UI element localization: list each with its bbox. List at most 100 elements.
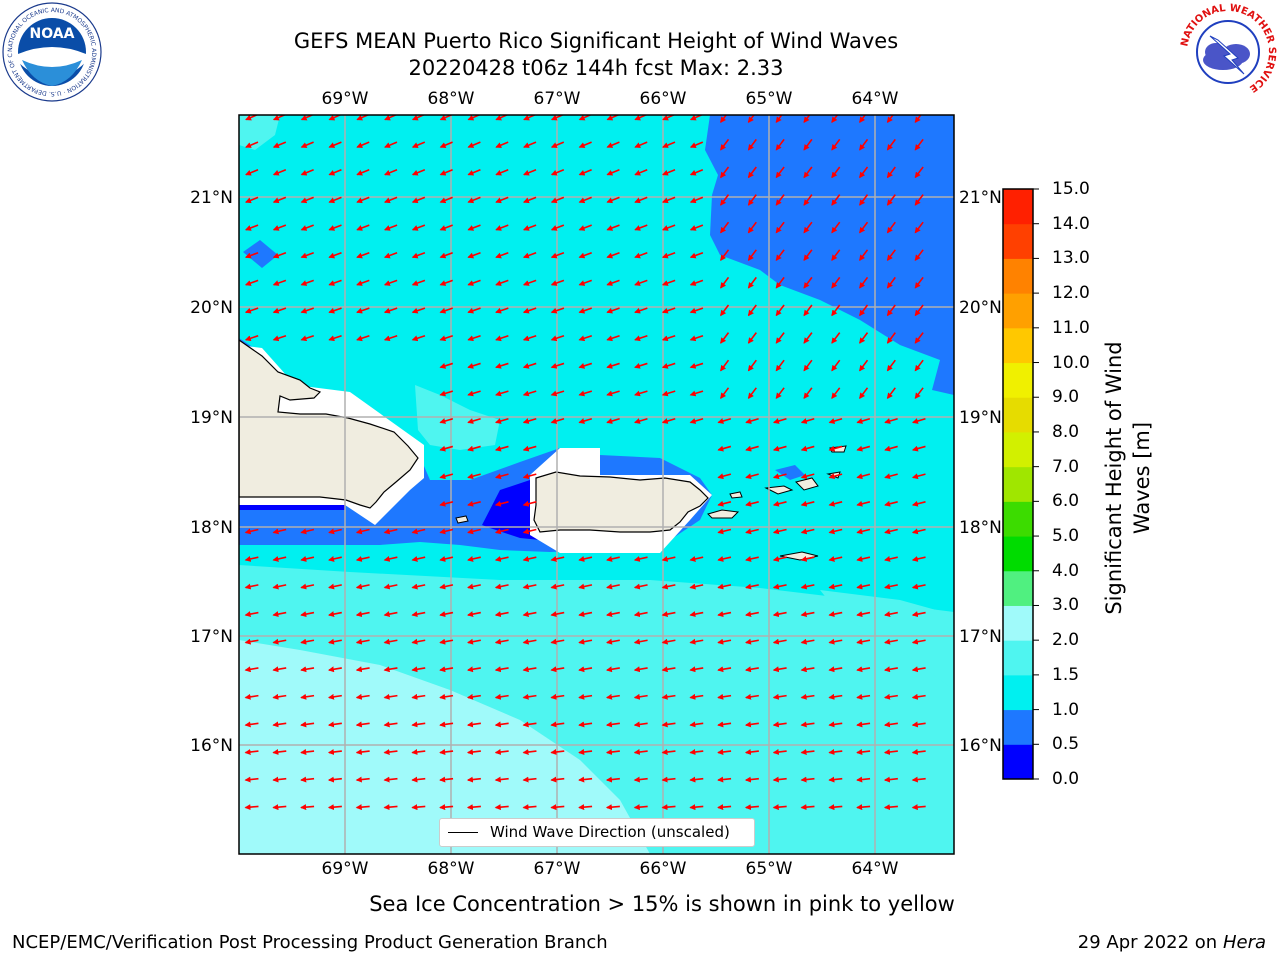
wave-direction-arrow (355, 776, 370, 783)
wave-direction-arrow (689, 362, 704, 369)
wave-direction-arrow (605, 749, 620, 755)
wave-direction-arrow (355, 528, 370, 535)
wave-direction-arrow (578, 721, 593, 728)
wave-direction-arrow (300, 334, 315, 342)
wave-direction-arrow (831, 138, 841, 151)
wave-direction-arrow (522, 390, 537, 397)
wave-direction-arrow (914, 359, 924, 372)
wave-direction-arrow (831, 166, 841, 179)
wave-direction-arrow (744, 693, 759, 700)
wave-direction-arrow (383, 721, 398, 728)
wave-direction-arrow (828, 776, 843, 783)
wave-direction-arrow (356, 279, 370, 286)
wave-direction-arrow (800, 500, 815, 507)
wave-direction-arrow (886, 359, 896, 372)
wave-direction-arrow (856, 500, 871, 507)
wave-direction-arrow (856, 749, 871, 755)
wave-direction-arrow (911, 445, 926, 452)
wave-direction-arrow (356, 196, 370, 204)
wave-direction-arrow (578, 252, 592, 259)
wave-direction-arrow (744, 721, 759, 728)
wave-direction-arrow (328, 334, 342, 342)
wave-direction-arrow (578, 196, 592, 204)
wave-direction-arrow (578, 279, 592, 286)
wave-direction-arrow (720, 359, 730, 372)
lat-label-left: 16°N (190, 736, 233, 756)
wave-direction-arrow (383, 804, 398, 811)
wave-direction-arrow (633, 583, 648, 590)
wave-direction-arrow (522, 555, 537, 562)
wave-direction-arrow (717, 693, 732, 700)
wave-direction-arrow (467, 666, 481, 673)
wave-direction-arrow (886, 304, 896, 317)
colorbar-segment (1003, 258, 1033, 294)
wave-direction-arrow (661, 279, 676, 286)
wave-direction-arrow (772, 473, 787, 480)
wave-direction-arrow (550, 555, 565, 562)
wave-direction-arrow (772, 445, 787, 452)
wave-direction-arrow (272, 334, 287, 342)
wave-direction-arrow (411, 555, 426, 562)
wave-direction-arrow (272, 224, 287, 231)
wave-direction-arrow (467, 279, 481, 286)
wave-direction-arrow (495, 279, 509, 286)
wave-direction-arrow (772, 528, 787, 535)
lon-label-top: 67°W (534, 89, 581, 109)
wave-direction-arrow (244, 776, 259, 783)
wave-direction-arrow (411, 307, 426, 314)
wave-direction-arrow (606, 279, 620, 286)
wave-direction-arrow (859, 359, 869, 372)
wave-direction-arrow (886, 221, 896, 234)
wave-direction-arrow (772, 804, 787, 811)
wave-direction-arrow (300, 583, 315, 590)
wave-direction-arrow (661, 555, 676, 562)
wave-direction-arrow (606, 141, 620, 148)
wave-direction-arrow (803, 359, 813, 372)
wave-direction-arrow (467, 362, 481, 369)
wave-direction-arrow (272, 307, 287, 314)
lon-label-bottom: 65°W (746, 859, 793, 879)
wave-direction-arrow (911, 749, 926, 755)
wave-direction-arrow (355, 804, 370, 811)
wave-direction-arrow (244, 555, 259, 562)
wave-direction-arrow (578, 307, 593, 314)
wave-direction-arrow (466, 776, 481, 783)
wave-direction-arrow (522, 445, 537, 452)
wave-direction-arrow (689, 141, 704, 148)
lat-label-left: 21°N (190, 188, 233, 208)
wave-direction-arrow (578, 362, 593, 369)
wave-direction-arrow (550, 334, 565, 342)
wave-direction-arrow (272, 528, 287, 535)
wave-direction-arrow (523, 169, 537, 176)
wave-direction-arrow (747, 332, 757, 344)
wave-direction-arrow (300, 169, 314, 176)
wave-direction-arrow (803, 249, 813, 262)
wave-direction-arrow (328, 224, 342, 231)
wave-direction-arrow (272, 804, 287, 811)
wave-direction-arrow (244, 638, 259, 645)
wave-direction-arrow (661, 749, 676, 755)
wave-direction-arrow (328, 307, 342, 314)
wave-direction-arrow (245, 141, 259, 148)
wave-direction-arrow (772, 638, 787, 645)
hispaniola-land (239, 339, 419, 509)
wave-direction-arrow (466, 749, 481, 755)
wave-direction-arrow (831, 249, 841, 262)
wave-direction-arrow (828, 611, 843, 618)
wave-direction-arrow (383, 334, 398, 342)
wave-direction-arrow (439, 362, 454, 369)
wave-direction-arrow (411, 583, 426, 590)
colorbar-tick-label: 5.0 (1052, 526, 1080, 547)
wave-direction-arrow (661, 804, 676, 811)
wave-direction-arrow (272, 196, 287, 204)
wave-direction-arrow (828, 473, 843, 480)
wave-direction-arrow (689, 279, 704, 286)
wave-direction-arrow (884, 555, 898, 562)
lat-label-right: 17°N (959, 627, 1002, 647)
wave-direction-arrow (411, 334, 426, 342)
lat-label-right: 18°N (959, 518, 1002, 538)
wave-direction-arrow (859, 387, 869, 400)
wave-direction-arrow (605, 776, 620, 783)
wave-direction-arrow (884, 528, 898, 535)
